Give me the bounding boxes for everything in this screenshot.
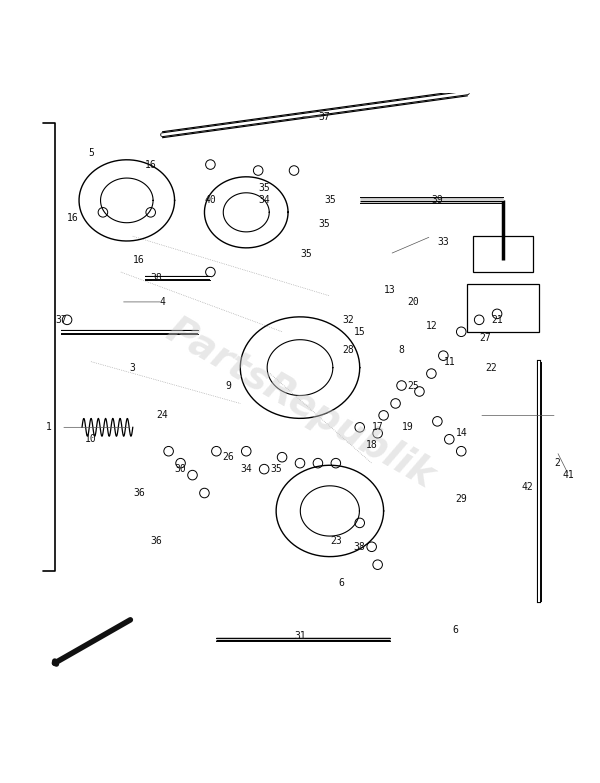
Text: 38: 38 [151,273,163,283]
Text: 21: 21 [491,315,503,325]
Text: 29: 29 [455,494,467,504]
Text: 14: 14 [455,428,467,438]
Text: 26: 26 [223,453,234,462]
Text: 27: 27 [479,333,491,343]
Text: 35: 35 [318,219,330,229]
Text: 19: 19 [401,422,413,432]
Text: 36: 36 [133,488,145,498]
Text: 37: 37 [318,112,330,122]
Text: 23: 23 [330,536,342,546]
Text: 36: 36 [151,536,163,546]
Text: 39: 39 [431,196,443,205]
Text: PartsRepublik: PartsRepublik [159,311,441,496]
Text: 25: 25 [407,381,419,391]
Text: 40: 40 [205,196,216,205]
Text: 34: 34 [258,196,270,205]
Text: 42: 42 [521,482,533,492]
Text: 6: 6 [339,578,345,587]
Text: 24: 24 [157,410,169,420]
Text: 18: 18 [366,440,377,450]
Text: 35: 35 [324,196,336,205]
Text: 28: 28 [342,345,353,355]
Text: 38: 38 [354,542,365,552]
Text: 10: 10 [85,435,97,444]
Text: 9: 9 [226,381,231,391]
Text: 35: 35 [258,183,270,193]
Text: 32: 32 [342,315,353,325]
Text: 16: 16 [133,255,145,265]
Text: 16: 16 [145,160,157,170]
Text: 3: 3 [130,363,136,373]
Text: 13: 13 [384,285,395,295]
Text: 17: 17 [372,422,383,432]
Text: 12: 12 [425,321,437,330]
Text: 35: 35 [300,249,312,259]
Text: 2: 2 [554,458,560,468]
Text: 5: 5 [88,148,94,157]
Text: 4: 4 [160,297,166,307]
Text: 30: 30 [175,464,187,474]
Text: 1: 1 [46,422,52,432]
Text: 6: 6 [452,626,458,635]
Text: 11: 11 [443,356,455,366]
Text: 15: 15 [354,327,365,337]
Text: 33: 33 [437,237,449,247]
Text: 8: 8 [398,345,404,355]
Text: 31: 31 [294,631,306,641]
Text: 20: 20 [407,297,419,307]
Text: 16: 16 [67,213,79,223]
Text: 35: 35 [270,464,282,474]
Text: 22: 22 [485,363,497,373]
Text: 34: 34 [241,464,252,474]
Text: 41: 41 [563,470,575,480]
Text: 37: 37 [55,315,67,325]
